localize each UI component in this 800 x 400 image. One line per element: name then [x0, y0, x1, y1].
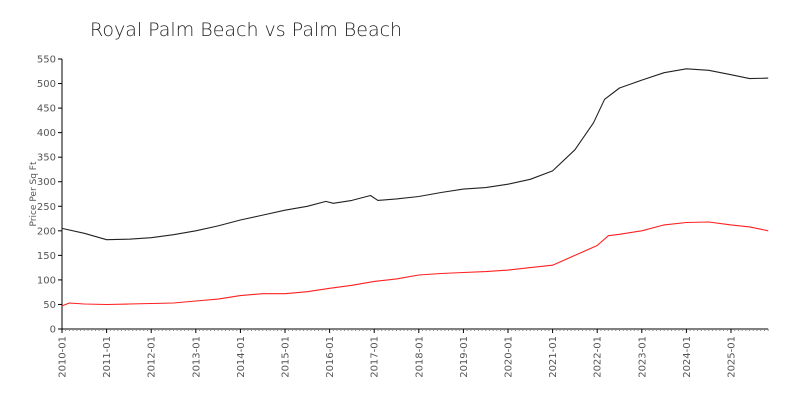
- y-tick-label: 100: [37, 275, 56, 286]
- x-tick-label: 2013-01: [191, 336, 202, 378]
- x-tick-label: 2020-01: [504, 336, 515, 378]
- y-tick-label: 0: [50, 325, 56, 336]
- y-tick-label: 350: [37, 153, 56, 164]
- x-tick-label: 2024-01: [682, 336, 693, 378]
- x-tick-label: 2012-01: [147, 336, 158, 378]
- x-tick-label: 2022-01: [593, 336, 604, 378]
- y-tick-label: 500: [37, 79, 56, 90]
- x-tick-label: 2021-01: [548, 336, 559, 378]
- x-tick-label: 2025-01: [727, 336, 738, 378]
- y-tick-label: 450: [37, 104, 56, 115]
- series-line-1: [61, 68, 769, 241]
- y-tick-label: 200: [37, 226, 56, 237]
- x-tick-label: 2023-01: [637, 336, 648, 378]
- y-tick-label: 250: [37, 202, 56, 213]
- series-line-2: [61, 221, 769, 307]
- y-tick-label: 150: [37, 251, 56, 262]
- y-tick-label: 50: [43, 300, 56, 311]
- x-tick-label: 2017-01: [370, 336, 381, 378]
- x-tick-label: 2014-01: [236, 336, 247, 378]
- x-tick-label: 2016-01: [325, 336, 336, 378]
- y-tick-label: 300: [37, 177, 56, 188]
- x-tick-label: 2015-01: [281, 336, 292, 378]
- x-tick-label: 2019-01: [459, 336, 470, 378]
- x-tick-label: 2018-01: [414, 336, 425, 378]
- y-axis-label: Price Per Sq Ft: [29, 161, 39, 226]
- x-tick-label: 2011-01: [102, 336, 113, 378]
- y-tick-label: 400: [37, 128, 56, 139]
- y-tick-label: 550: [37, 55, 56, 66]
- x-tick-label: 2010-01: [58, 336, 69, 378]
- chart-title: Royal Palm Beach vs Palm Beach: [90, 19, 402, 41]
